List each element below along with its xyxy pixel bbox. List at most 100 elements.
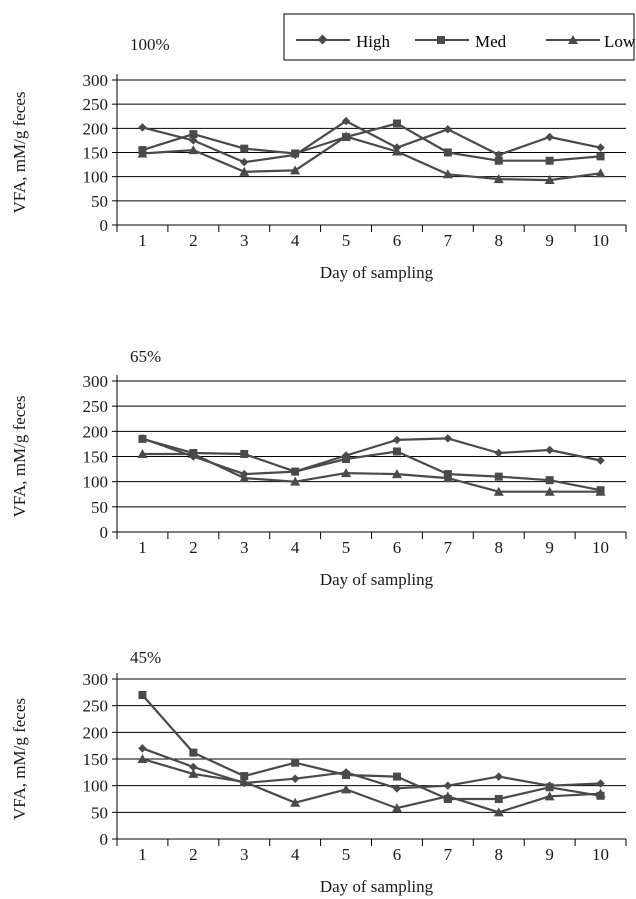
x-tick-label: 2 (189, 845, 198, 864)
series-line-low (142, 757, 601, 814)
x-tick-label: 10 (592, 231, 609, 250)
x-tick-label: 5 (342, 845, 351, 864)
legend-label-high: High (356, 32, 391, 51)
y-tick-label: 0 (100, 830, 109, 849)
y-tick-label: 200 (83, 422, 109, 441)
data-point-low (188, 768, 199, 778)
data-point-med (291, 467, 300, 476)
y-tick-label: 50 (91, 498, 108, 517)
data-point-low (595, 168, 606, 178)
data-point-high (240, 157, 249, 167)
data-point-med (342, 771, 351, 779)
x-axis-label: Day of sampling (320, 877, 434, 896)
y-tick-label: 0 (100, 523, 109, 542)
data-point-low (137, 148, 148, 158)
y-axis-label: VFA, mM/g feces (10, 396, 29, 518)
x-tick-label: 10 (592, 538, 609, 557)
y-tick-label: 50 (91, 192, 108, 211)
data-point-med (240, 772, 249, 781)
data-point-med (291, 149, 300, 158)
data-point-low (137, 754, 148, 763)
x-tick-label: 3 (240, 845, 249, 864)
data-point-med (240, 449, 249, 458)
chart-panel-1: 100% 0 50 100 150 200 250 300 1 2 3 4 5 6 7 8 9 10 Day of … (10, 35, 627, 282)
data-point-low (544, 486, 555, 496)
data-point-med (189, 748, 198, 757)
x-tick-label: 6 (393, 538, 402, 557)
series-line-low (142, 452, 601, 493)
data-point-med (443, 148, 452, 157)
series-line-med (141, 694, 601, 801)
data-point-low (442, 473, 453, 483)
y-tick-label: 100 (83, 473, 109, 492)
series-high (138, 116, 605, 167)
data-point-high (189, 136, 198, 145)
data-point-med (291, 758, 300, 767)
series-low (137, 131, 606, 185)
x-tick-label: 7 (444, 845, 453, 864)
y-tick-label: 250 (83, 397, 109, 416)
legend-box (283, 13, 635, 61)
x-tick-label: 3 (240, 538, 249, 557)
series-low (137, 448, 606, 496)
data-point-low (137, 448, 148, 458)
x-tick-label: 1 (138, 845, 147, 864)
legend-label-med: Med (475, 32, 507, 51)
data-point-med (138, 691, 147, 699)
data-point-med (596, 152, 605, 161)
x-tick-label: 1 (138, 231, 147, 250)
data-point-low (188, 448, 199, 458)
y-tick-label: 150 (83, 750, 109, 769)
series-low (137, 754, 606, 817)
chart-title: 100% (130, 35, 170, 54)
data-point-low (239, 776, 250, 786)
x-tick-label: 4 (291, 538, 300, 557)
series-med (138, 434, 605, 495)
y-tick-label: 300 (83, 71, 109, 90)
legend-label-low: Low (604, 32, 636, 51)
y-tick-label: 250 (83, 697, 109, 716)
data-point-med (138, 434, 147, 443)
data-point-med (392, 772, 401, 781)
y-tick-label: 0 (100, 216, 109, 235)
x-tick-label: 5 (342, 538, 351, 557)
x-tick-label: 1 (138, 538, 147, 557)
data-point-med (545, 156, 554, 165)
data-point-high (443, 434, 453, 443)
x-tick-label: 4 (291, 231, 300, 250)
data-point-med (494, 156, 503, 165)
data-point-high (290, 774, 300, 783)
data-point-low (188, 145, 199, 155)
y-axis-label: VFA, mM/g feces (10, 698, 29, 820)
chart-panel-3: 45% 0 50 100 150 200 250 300 1 2 3 4 5 6 7 8 9 10 Day of s… (10, 648, 627, 896)
data-point-med (240, 144, 249, 153)
y-tick-label: 200 (83, 119, 109, 138)
x-tick-label: 9 (545, 845, 554, 864)
chart-panel-2: 65% 0 50 100 150 200 250 300 1 2 3 4 5 6 7 8 9 10 Day of s… (10, 347, 627, 589)
data-point-low (493, 174, 504, 184)
legend: High Med Low (283, 13, 636, 61)
series-line-low (142, 135, 601, 182)
y-tick-label: 200 (83, 723, 109, 742)
data-point-high (443, 781, 453, 790)
x-tick-label: 7 (444, 231, 453, 250)
data-point-low (544, 175, 555, 185)
data-point-med (494, 472, 503, 481)
data-point-low (391, 469, 402, 479)
y-tick-label: 300 (83, 372, 109, 391)
x-tick-label: 8 (495, 538, 504, 557)
x-tick-label: 2 (189, 231, 198, 250)
series-line-high (142, 747, 601, 790)
series-line-med (142, 122, 601, 162)
y-tick-label: 100 (83, 168, 109, 187)
y-tick-label: 50 (91, 803, 108, 822)
data-point-high (392, 784, 402, 793)
series-line-high (142, 119, 601, 164)
data-point-low (341, 468, 352, 478)
data-point-low (290, 476, 301, 486)
data-point-low (595, 788, 606, 798)
data-point-high (494, 772, 503, 781)
data-point-med (392, 119, 401, 128)
data-point-low (493, 807, 504, 817)
